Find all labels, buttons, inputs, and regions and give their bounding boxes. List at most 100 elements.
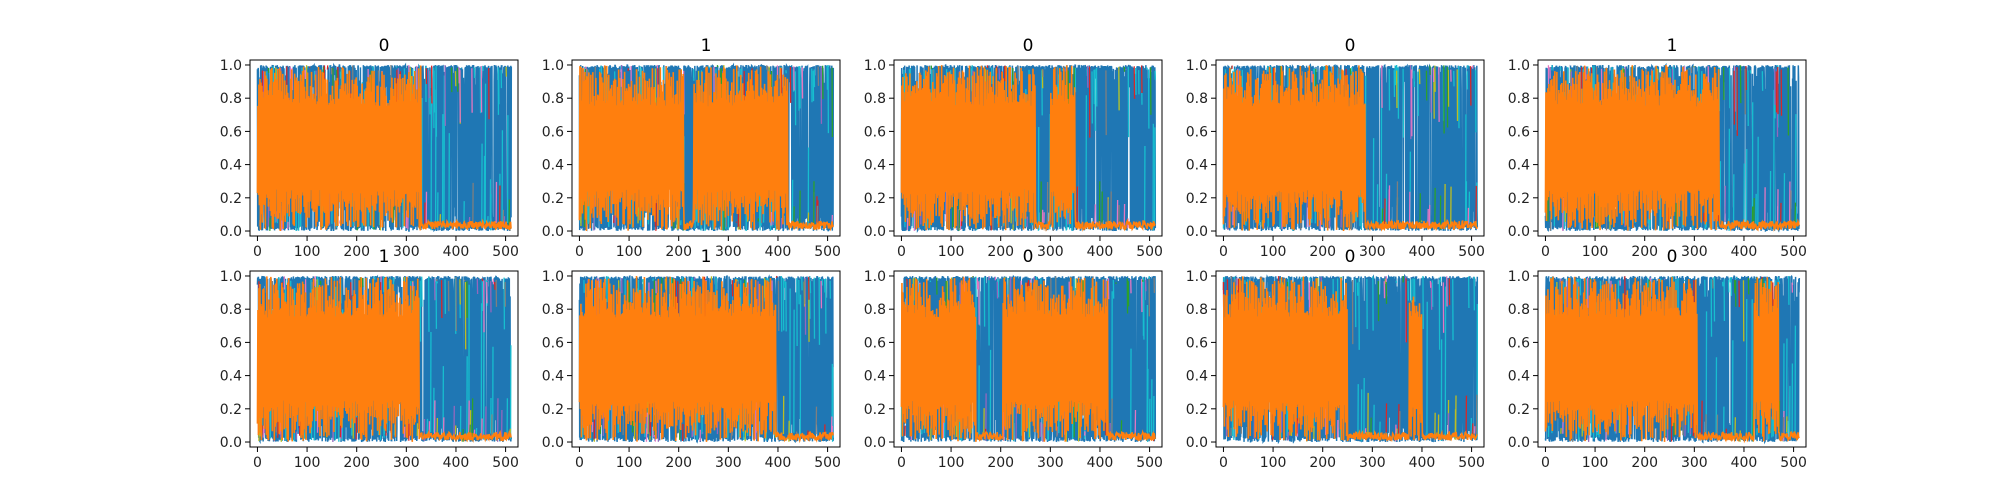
y-tick-label: 0.6	[542, 335, 564, 351]
x-tick-label: 400	[1087, 244, 1114, 260]
subplot-title: 0	[1345, 36, 1356, 56]
x-tick-label: 200	[343, 244, 370, 260]
y-tick-label: 0.4	[864, 369, 886, 385]
y-tick-label: 0.8	[1508, 302, 1530, 318]
axes-frame	[571, 270, 841, 448]
y-tick-label: 1.0	[1186, 269, 1208, 285]
subplot-10: 0 100 200 300 400 500 0.0 0.2 0.4 0.6 0.8 1.0 0	[1508, 247, 1807, 471]
series-blue	[256, 274, 513, 445]
x-tick-label: 300	[1037, 244, 1064, 260]
y-tick-label: 0.0	[1508, 224, 1530, 240]
y-tick-label: 0.2	[1508, 191, 1530, 207]
y-tick-label: 0.8	[1186, 302, 1208, 318]
x-tick-label: 200	[665, 455, 692, 471]
plot-area	[256, 62, 513, 233]
x-tick-label: 0	[1219, 244, 1228, 260]
y-tick-label: 0.6	[220, 335, 242, 351]
x-tick-label: 200	[665, 244, 692, 260]
x-tick-label: 500	[1136, 244, 1163, 260]
axes-frame	[1215, 59, 1485, 237]
axes-frame	[249, 59, 519, 237]
plot-area	[900, 63, 1157, 234]
y-tick-label: 0.0	[1186, 224, 1208, 240]
series-orange	[578, 276, 834, 444]
series-orange	[1222, 276, 1478, 443]
y-tick-label: 0.4	[1186, 158, 1208, 174]
subplot-title: 1	[701, 247, 712, 267]
x-tick-label: 400	[443, 455, 470, 471]
y-tick-label: 0.2	[864, 191, 886, 207]
x-tick-label: 300	[1037, 455, 1064, 471]
x-tick-label: 0	[897, 244, 906, 260]
x-tick-label: 400	[1087, 455, 1114, 471]
y-tick-label: 1.0	[1508, 58, 1530, 74]
series-orange	[1222, 65, 1478, 232]
axes-frame	[1215, 270, 1485, 448]
y-tick-label: 0.6	[1186, 335, 1208, 351]
y-tick-label: 1.0	[542, 269, 564, 285]
x-tick-label: 100	[1260, 455, 1287, 471]
x-tick-label: 500	[1458, 244, 1485, 260]
x-tick-label: 0	[253, 455, 262, 471]
x-tick-label: 100	[1582, 244, 1609, 260]
y-tick-label: 0.2	[1186, 402, 1208, 418]
x-tick-label: 100	[938, 455, 965, 471]
y-tick-label: 0.2	[864, 402, 886, 418]
subplot-9: 0 100 200 300 400 500 0.0 0.2 0.4 0.6 0.8 1.0 0	[1186, 247, 1485, 471]
series-orange	[256, 65, 512, 231]
series-orange	[1544, 65, 1800, 232]
x-tick-label: 200	[1309, 455, 1336, 471]
x-tick-label: 500	[1780, 455, 1807, 471]
y-tick-label: 0.2	[542, 402, 564, 418]
x-tick-label: 200	[1309, 244, 1336, 260]
y-tick-label: 0.2	[220, 191, 242, 207]
x-tick-label: 100	[294, 455, 321, 471]
x-tick-label: 300	[1681, 455, 1708, 471]
axes-frame	[1537, 270, 1807, 448]
y-tick-label: 0.6	[864, 124, 886, 140]
subplot-7: 0 100 200 300 400 500 0.0 0.2 0.4 0.6 0.8 1.0 1	[542, 247, 841, 471]
x-tick-label: 400	[1409, 244, 1436, 260]
x-tick-label: 100	[294, 244, 321, 260]
y-tick-label: 0.2	[220, 402, 242, 418]
x-tick-label: 300	[715, 244, 742, 260]
plot-area	[578, 62, 835, 232]
axes-frame	[1537, 59, 1807, 237]
subplot-5: 0 100 200 300 400 500 0.0 0.2 0.4 0.6 0.8 1.0 1	[1508, 36, 1807, 260]
x-tick-label: 0	[575, 244, 584, 260]
y-tick-label: 0.4	[220, 369, 242, 385]
y-tick-label: 0.0	[542, 435, 564, 451]
y-tick-label: 1.0	[864, 58, 886, 74]
x-tick-label: 200	[343, 455, 370, 471]
y-tick-label: 0.8	[864, 91, 886, 107]
x-tick-label: 0	[575, 455, 584, 471]
y-tick-label: 0.0	[542, 224, 564, 240]
plot-area	[900, 274, 1157, 443]
y-tick-label: 0.8	[542, 91, 564, 107]
y-tick-label: 1.0	[864, 269, 886, 285]
y-tick-label: 0.6	[864, 335, 886, 351]
y-tick-label: 0.2	[1508, 402, 1530, 418]
x-tick-label: 500	[1136, 455, 1163, 471]
subplot-title: 0	[1345, 247, 1356, 267]
y-tick-label: 0.4	[864, 158, 886, 174]
x-tick-label: 400	[765, 455, 792, 471]
y-tick-label: 0.4	[1508, 369, 1530, 385]
series-orange	[900, 276, 1156, 443]
series-orange	[578, 65, 834, 232]
y-tick-label: 0.0	[864, 224, 886, 240]
y-tick-label: 0.2	[542, 191, 564, 207]
x-tick-label: 500	[492, 244, 519, 260]
subplot-title: 0	[1667, 247, 1678, 267]
y-tick-label: 1.0	[1508, 269, 1530, 285]
y-tick-label: 0.8	[220, 91, 242, 107]
y-tick-label: 0.2	[1186, 191, 1208, 207]
x-tick-label: 0	[897, 455, 906, 471]
plot-area	[256, 274, 513, 445]
x-tick-label: 500	[814, 244, 841, 260]
y-tick-label: 0.4	[542, 369, 564, 385]
y-tick-label: 0.0	[220, 435, 242, 451]
x-tick-label: 400	[1731, 455, 1758, 471]
plot-area	[1544, 62, 1801, 233]
